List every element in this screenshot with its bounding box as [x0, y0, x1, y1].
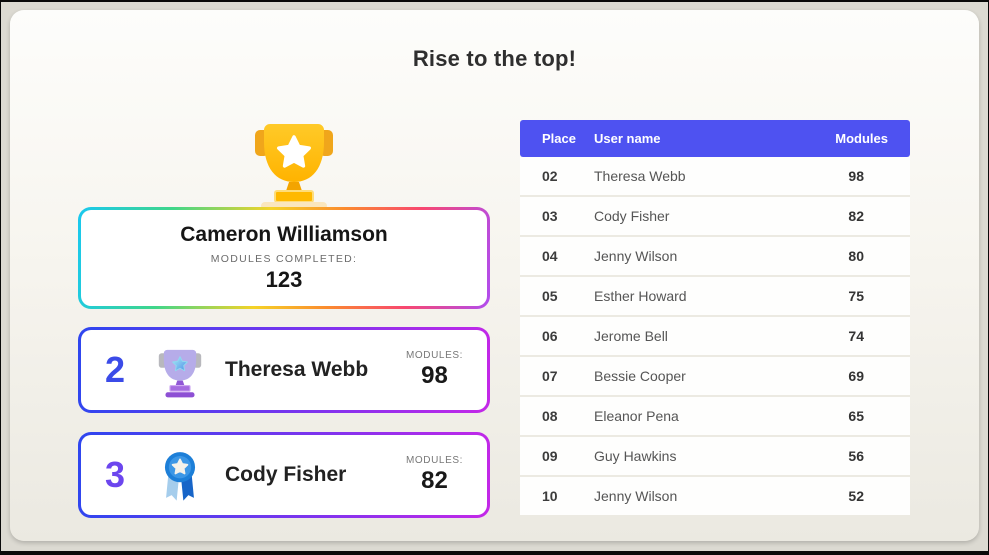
row-modules: 65	[848, 408, 864, 424]
row-username: Jenny Wilson	[594, 248, 678, 264]
first-place-modules-value: 123	[265, 267, 303, 292]
first-place-card: Cameron Williamson MODULES COMPLETED: 12…	[78, 207, 490, 309]
row-place: 08	[542, 408, 558, 424]
purple-trophy-icon	[153, 341, 207, 399]
row-place: 10	[542, 488, 558, 504]
row-place: 07	[542, 368, 558, 384]
row-place: 05	[542, 288, 558, 304]
row-username: Jenny Wilson	[594, 488, 678, 504]
row-username: Guy Hawkins	[594, 448, 677, 464]
row-modules: 69	[848, 368, 864, 384]
third-place-card: 3 Cody Fisher MODULES: 82	[78, 432, 490, 518]
table-row: 03 Cody Fisher 82	[520, 197, 910, 237]
row-modules: 98	[848, 168, 864, 184]
table-row: 06 Jerome Bell 74	[520, 317, 910, 357]
second-place-rank: 2	[105, 349, 126, 390]
row-username: Cody Fisher	[594, 208, 670, 224]
row-username: Jerome Bell	[594, 328, 668, 344]
row-place: 06	[542, 328, 558, 344]
row-username: Esther Howard	[594, 288, 687, 304]
row-username: Eleanor Pena	[594, 408, 679, 424]
leaderboard-header-row: Place User name Modules	[520, 120, 910, 157]
gold-trophy-icon	[246, 110, 342, 210]
page-title: Rise to the top!	[412, 46, 577, 71]
second-place-modules-label: MODULES:	[405, 350, 463, 361]
table-row: 05 Esther Howard 75	[520, 277, 910, 317]
row-modules: 56	[848, 448, 864, 464]
row-place: 03	[542, 208, 558, 224]
table-row: 10 Jenny Wilson 52	[520, 477, 910, 517]
row-modules: 82	[848, 208, 864, 224]
column-header-place: Place	[542, 131, 576, 146]
third-place-rank: 3	[105, 454, 126, 495]
blue-medal-icon	[153, 446, 207, 504]
third-place-name: Cody Fisher	[225, 463, 347, 486]
table-row: 04 Jenny Wilson 80	[520, 237, 910, 277]
first-place-name: Cameron Williamson	[180, 223, 388, 246]
column-header-modules: Modules	[835, 131, 888, 146]
row-modules: 74	[848, 328, 864, 344]
leaderboard-panel: Rise to the top! Cameron Wil	[10, 10, 979, 541]
row-username: Theresa Webb	[594, 168, 686, 184]
second-place-modules-value: 98	[421, 362, 448, 389]
row-place: 09	[542, 448, 558, 464]
row-modules: 52	[848, 488, 864, 504]
second-place-name: Theresa Webb	[225, 358, 369, 381]
row-username: Bessie Cooper	[594, 368, 686, 384]
row-modules: 80	[848, 248, 864, 264]
leaderboard-body: 02 Theresa Webb 98 03 Cody Fisher 82 04 …	[520, 157, 910, 517]
table-row: 02 Theresa Webb 98	[520, 157, 910, 197]
table-row: 09 Guy Hawkins 56	[520, 437, 910, 477]
row-modules: 75	[848, 288, 864, 304]
table-row: 07 Bessie Cooper 69	[520, 357, 910, 397]
column-header-username: User name	[594, 131, 661, 146]
leaderboard-table: Place User name Modules 02 Theresa Webb …	[520, 120, 910, 517]
row-place: 02	[542, 168, 558, 184]
second-place-card: 2	[78, 327, 490, 413]
third-place-modules-label: MODULES:	[405, 455, 463, 466]
row-place: 04	[542, 248, 558, 264]
first-place-modules-label: MODULES COMPLETED:	[210, 253, 358, 265]
third-place-modules-value: 82	[421, 467, 448, 494]
table-row: 08 Eleanor Pena 65	[520, 397, 910, 437]
